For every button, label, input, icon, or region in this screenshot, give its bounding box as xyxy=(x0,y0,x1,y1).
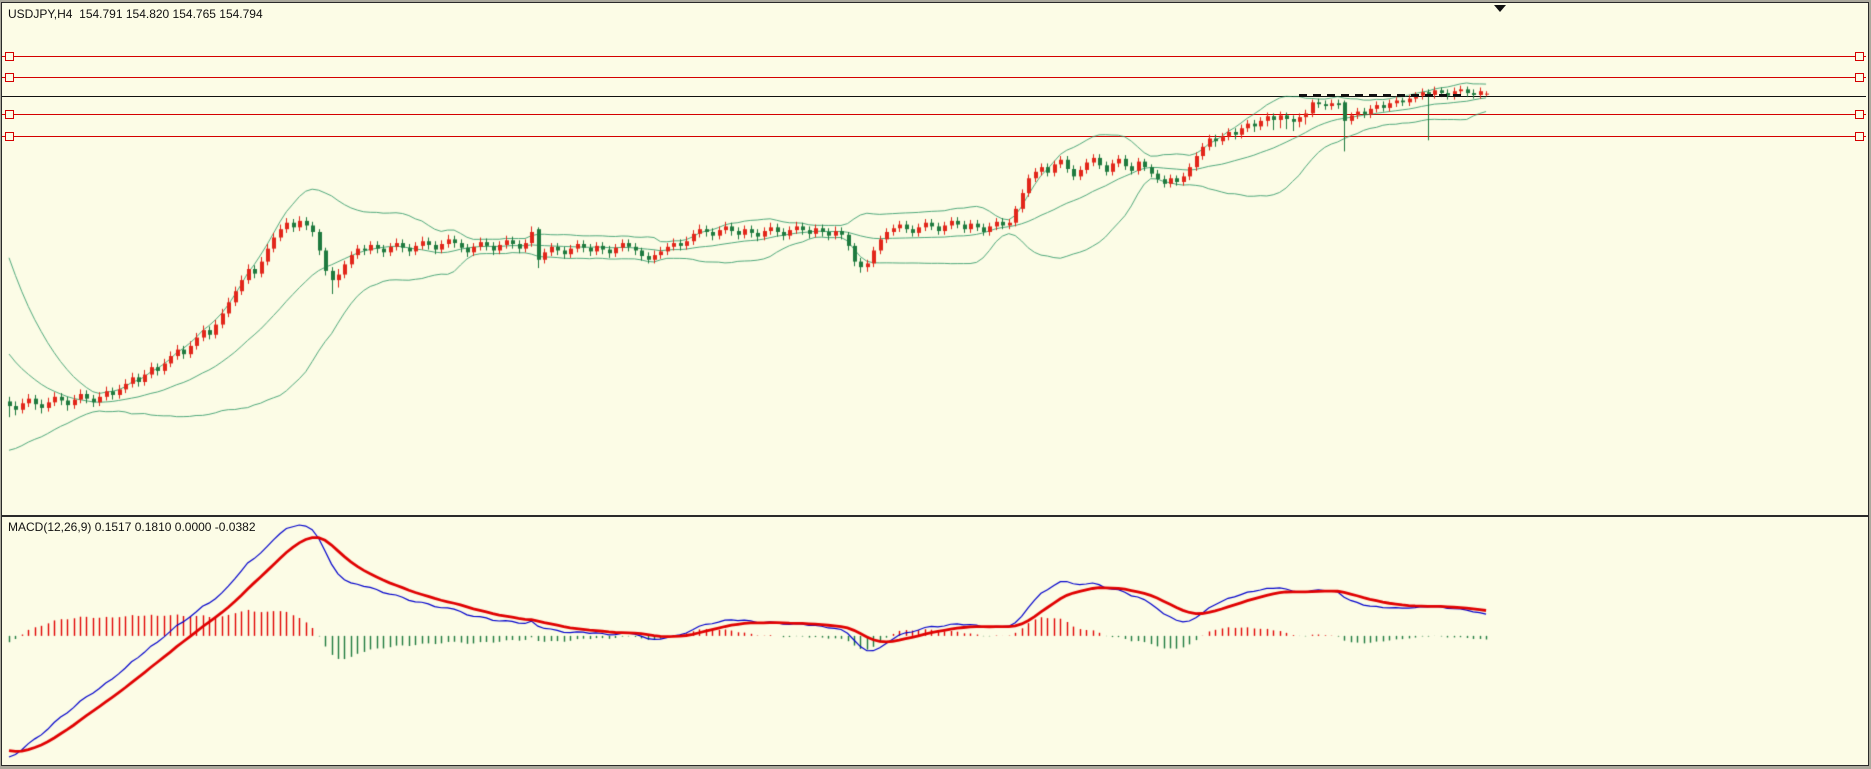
level-line-drag-handle[interactable] xyxy=(1855,52,1864,61)
symbol-ohlc-label: USDJPY,H4 154.791 154.820 154.765 154.79… xyxy=(8,7,263,21)
macd-indicator-canvas[interactable] xyxy=(2,517,1866,763)
dashed-price-segment-line[interactable] xyxy=(1299,94,1467,97)
panel-divider[interactable] xyxy=(2,515,1868,517)
level-line-drag-handle[interactable] xyxy=(1855,73,1864,82)
level-line-drag-handle[interactable] xyxy=(5,110,14,119)
chart-shift-marker-icon xyxy=(1494,5,1506,12)
level-line-drag-handle[interactable] xyxy=(1855,132,1864,141)
level-line-drag-handle[interactable] xyxy=(5,73,14,82)
candlestick-chart-canvas[interactable] xyxy=(2,3,1866,515)
level-line-drag-handle[interactable] xyxy=(5,52,14,61)
macd-indicator-label: MACD(12,26,9) 0.1517 0.1810 0.0000 -0.03… xyxy=(8,520,256,534)
level-line-drag-handle[interactable] xyxy=(1855,110,1864,119)
level-line-drag-handle[interactable] xyxy=(5,132,14,141)
